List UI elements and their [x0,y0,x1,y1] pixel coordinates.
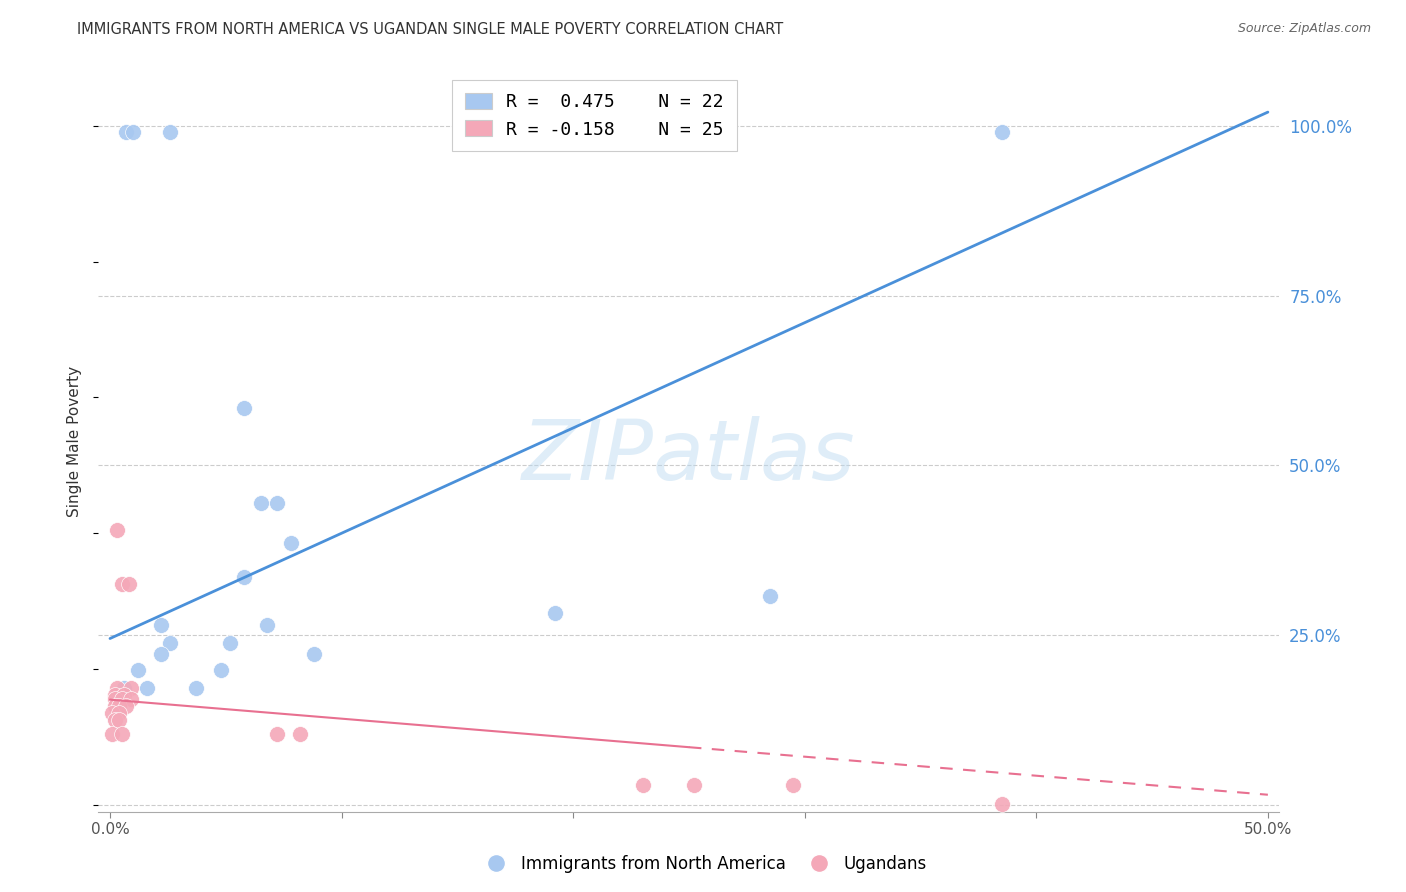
Point [110,726,132,740]
Point [249,496,271,510]
Point [990,797,1012,811]
Legend: R =  0.475    N = 22, R = -0.158    N = 25: R = 0.475 N = 22, R = -0.158 N = 25 [453,80,737,152]
Point [219,636,242,650]
Point [266,726,288,740]
Point [117,577,139,591]
Point [233,401,256,415]
Point [782,778,804,792]
Point [159,636,181,650]
Point [149,647,172,661]
Point [682,778,704,792]
Legend: Immigrants from North America, Ugandans: Immigrants from North America, Ugandans [472,848,934,880]
Point [543,607,565,621]
Point [631,778,654,792]
Point [159,126,181,140]
Point [101,726,124,740]
Point [110,577,132,591]
Point [110,692,132,706]
Point [136,681,159,695]
Point [120,692,142,706]
Point [149,618,172,632]
Text: ZIPatlas: ZIPatlas [522,416,856,497]
Point [104,692,127,706]
Point [115,126,138,140]
Point [256,618,278,632]
Point [122,126,145,140]
Point [105,523,128,537]
Point [105,681,128,695]
Point [112,688,135,702]
Point [990,126,1012,140]
Point [104,688,127,702]
Point [209,664,232,678]
Point [108,706,131,721]
Point [108,699,131,714]
Text: IMMIGRANTS FROM NORTH AMERICA VS UGANDAN SINGLE MALE POVERTY CORRELATION CHART: IMMIGRANTS FROM NORTH AMERICA VS UGANDAN… [77,22,783,37]
Point [302,647,325,661]
Point [233,570,256,584]
Point [112,681,135,695]
Text: Source: ZipAtlas.com: Source: ZipAtlas.com [1237,22,1371,36]
Point [759,589,782,603]
Point [266,496,288,510]
Point [120,681,142,695]
Point [104,713,127,727]
Point [280,536,302,550]
Point [108,713,131,727]
Point [184,681,207,695]
Point [115,699,138,714]
Point [127,664,149,678]
Point [288,726,311,740]
Y-axis label: Single Male Poverty: Single Male Poverty [67,366,83,517]
Point [104,699,127,714]
Point [101,706,124,721]
